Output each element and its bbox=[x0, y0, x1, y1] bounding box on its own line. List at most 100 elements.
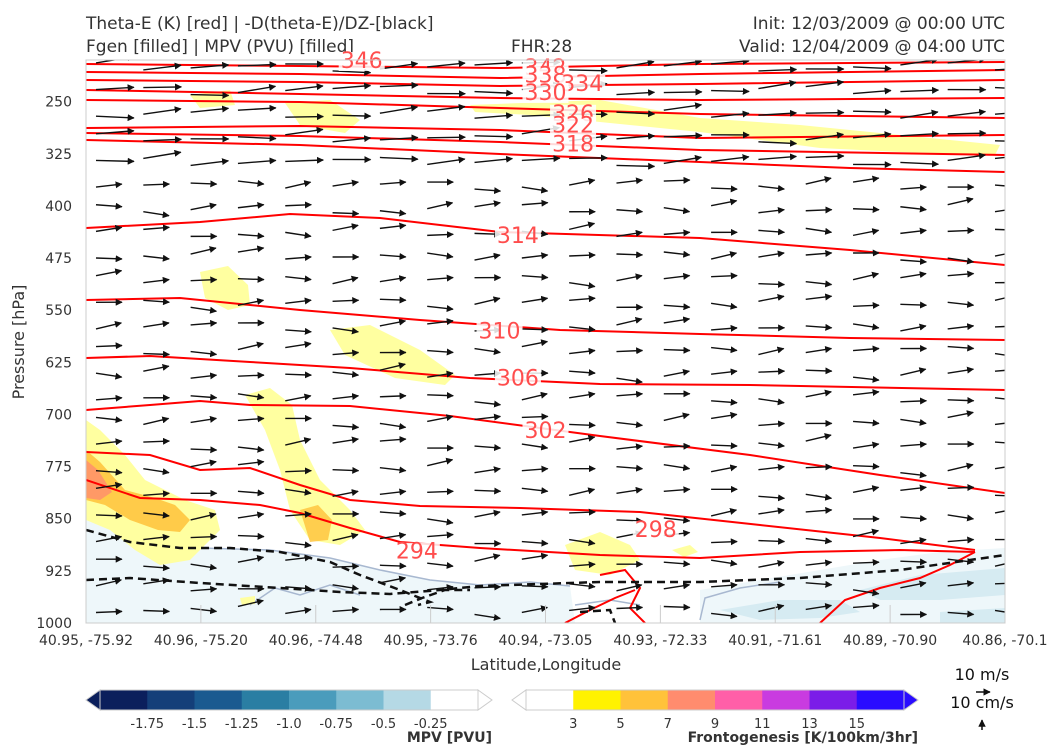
x-tick-label: 40.86, -70.1 bbox=[962, 633, 1047, 649]
quiver-key-horizontal-label: 10 m/s bbox=[955, 665, 1010, 684]
wind-vector-arrow bbox=[805, 176, 832, 185]
theta-e-contour-line bbox=[86, 69, 1005, 80]
wind-vector-arrow bbox=[190, 350, 218, 358]
colorbar-swatch bbox=[147, 690, 195, 710]
wind-vector-arrow bbox=[143, 511, 170, 519]
wind-vector-arrow bbox=[427, 605, 454, 613]
wind-vector-arrow bbox=[805, 206, 833, 214]
wind-vector-arrow bbox=[379, 422, 407, 430]
wind-vector-arrow bbox=[427, 60, 466, 68]
wind-vector-arrow bbox=[427, 392, 454, 400]
wind-vector-arrow bbox=[379, 252, 407, 260]
contour-label-background bbox=[494, 227, 541, 247]
wind-vector-arrow bbox=[616, 177, 643, 185]
wind-vector-arrow bbox=[237, 157, 277, 165]
wind-vector-arrow bbox=[143, 490, 170, 498]
contour-label-background bbox=[338, 52, 385, 71]
x-axis-title: Latitude,Longitude bbox=[471, 655, 622, 674]
wind-vector-arrow bbox=[569, 281, 596, 290]
wind-vector-arrow bbox=[616, 486, 643, 495]
wind-vector-arrow bbox=[994, 297, 1005, 301]
wind-vector-arrow bbox=[663, 176, 691, 184]
wind-vector-arrow bbox=[947, 108, 987, 117]
wind-vector-arrow bbox=[616, 60, 655, 69]
wind-vector-arrow bbox=[95, 127, 135, 135]
wind-vector-arrow bbox=[474, 89, 514, 97]
wind-vector-arrow bbox=[994, 397, 1005, 400]
wind-vector-arrow bbox=[95, 202, 123, 210]
wind-vector-arrow bbox=[758, 280, 786, 288]
wind-vector-arrow bbox=[947, 344, 975, 352]
theta-e-contour-line bbox=[86, 399, 1005, 494]
colorbar-tick-label: -1.5 bbox=[182, 717, 207, 732]
wind-vector-arrow bbox=[663, 412, 690, 422]
colorbar-swatch bbox=[100, 690, 148, 710]
wind-vector-arrow bbox=[663, 582, 691, 590]
wind-vector-arrow bbox=[143, 533, 170, 541]
colorbar-tick-label: -1.25 bbox=[225, 717, 259, 732]
wind-vector-arrow bbox=[237, 371, 265, 379]
wind-vector-arrow bbox=[663, 250, 691, 258]
wind-vector-arrow bbox=[332, 275, 359, 285]
wind-vector-arrow bbox=[805, 389, 832, 398]
wind-vector-arrow bbox=[285, 253, 312, 261]
wind-vector-arrow bbox=[190, 306, 218, 314]
wind-vector-arrow bbox=[332, 370, 360, 378]
colorbar-tick-label: -1.0 bbox=[276, 717, 301, 732]
colorbar-tick-label: 13 bbox=[801, 717, 818, 732]
wind-vector-arrow bbox=[616, 273, 643, 282]
wind-vector-arrow bbox=[900, 397, 928, 405]
dthetae-dz-contour-line bbox=[86, 553, 1005, 596]
colorbar-swatch bbox=[667, 690, 716, 710]
dthetae-dz-contour-line bbox=[579, 608, 617, 623]
wind-vector-arrow bbox=[427, 348, 454, 356]
wind-vector-arrow bbox=[332, 584, 359, 592]
wind-vector-arrow bbox=[947, 270, 975, 278]
y-axis-title: Pressure [hPa] bbox=[9, 285, 28, 400]
wind-vector-arrow bbox=[569, 391, 596, 399]
theta-e-contour-line bbox=[86, 132, 1005, 156]
wind-vector-arrow bbox=[758, 346, 785, 356]
wind-vector-arrow bbox=[427, 457, 454, 467]
contour-label-background bbox=[476, 322, 523, 342]
wind-vector-arrow bbox=[710, 411, 738, 420]
wind-vector-arrow bbox=[190, 563, 218, 571]
wind-vector-arrow bbox=[521, 465, 549, 473]
colorbar-swatch bbox=[856, 690, 905, 710]
wind-vector-arrow bbox=[758, 250, 785, 258]
wind-vector-arrow bbox=[379, 436, 407, 444]
wind-vector-arrow bbox=[190, 246, 217, 255]
wind-vector-arrow bbox=[947, 196, 974, 206]
theta-e-contour-line bbox=[86, 124, 1005, 140]
wind-vector-arrow bbox=[805, 79, 845, 88]
wind-vector-arrow bbox=[190, 393, 218, 401]
wind-vector-arrow bbox=[663, 60, 703, 67]
wind-vector-arrow bbox=[190, 607, 218, 615]
wind-vector-arrow bbox=[994, 253, 1005, 257]
wind-vector-arrow bbox=[805, 580, 833, 588]
wind-vector-arrow bbox=[711, 612, 738, 620]
wind-vector-arrow bbox=[711, 368, 738, 376]
wind-vector-arrow bbox=[474, 487, 502, 495]
wind-vector-arrow bbox=[379, 275, 407, 283]
wind-vector-arrow bbox=[332, 223, 359, 232]
wind-vector-arrow bbox=[379, 509, 407, 517]
wind-vector-arrow bbox=[379, 179, 407, 187]
wind-vector-arrow bbox=[379, 532, 407, 540]
wind-vector-arrow bbox=[805, 346, 833, 354]
x-axis: 40.95, -75.92 40.96, -75.20 40.96, -74.48 4… bbox=[39, 605, 1048, 649]
x-tick-label: 40.95, -75.92 bbox=[39, 633, 133, 649]
wind-vector-arrow bbox=[616, 604, 644, 612]
wind-vector-arrow bbox=[427, 414, 454, 423]
wind-vector-arrow bbox=[947, 462, 974, 472]
wind-vector-arrow bbox=[237, 489, 265, 497]
wind-vector-arrow bbox=[805, 293, 833, 301]
wind-vector-arrow bbox=[427, 561, 454, 569]
wind-vector-arrow bbox=[95, 255, 123, 263]
wind-vector-arrow bbox=[947, 323, 975, 331]
wind-vector-arrow bbox=[947, 610, 975, 618]
wind-vector-arrow bbox=[379, 318, 407, 327]
wind-vector-arrow bbox=[95, 84, 135, 92]
wind-vector-arrow bbox=[663, 88, 703, 96]
